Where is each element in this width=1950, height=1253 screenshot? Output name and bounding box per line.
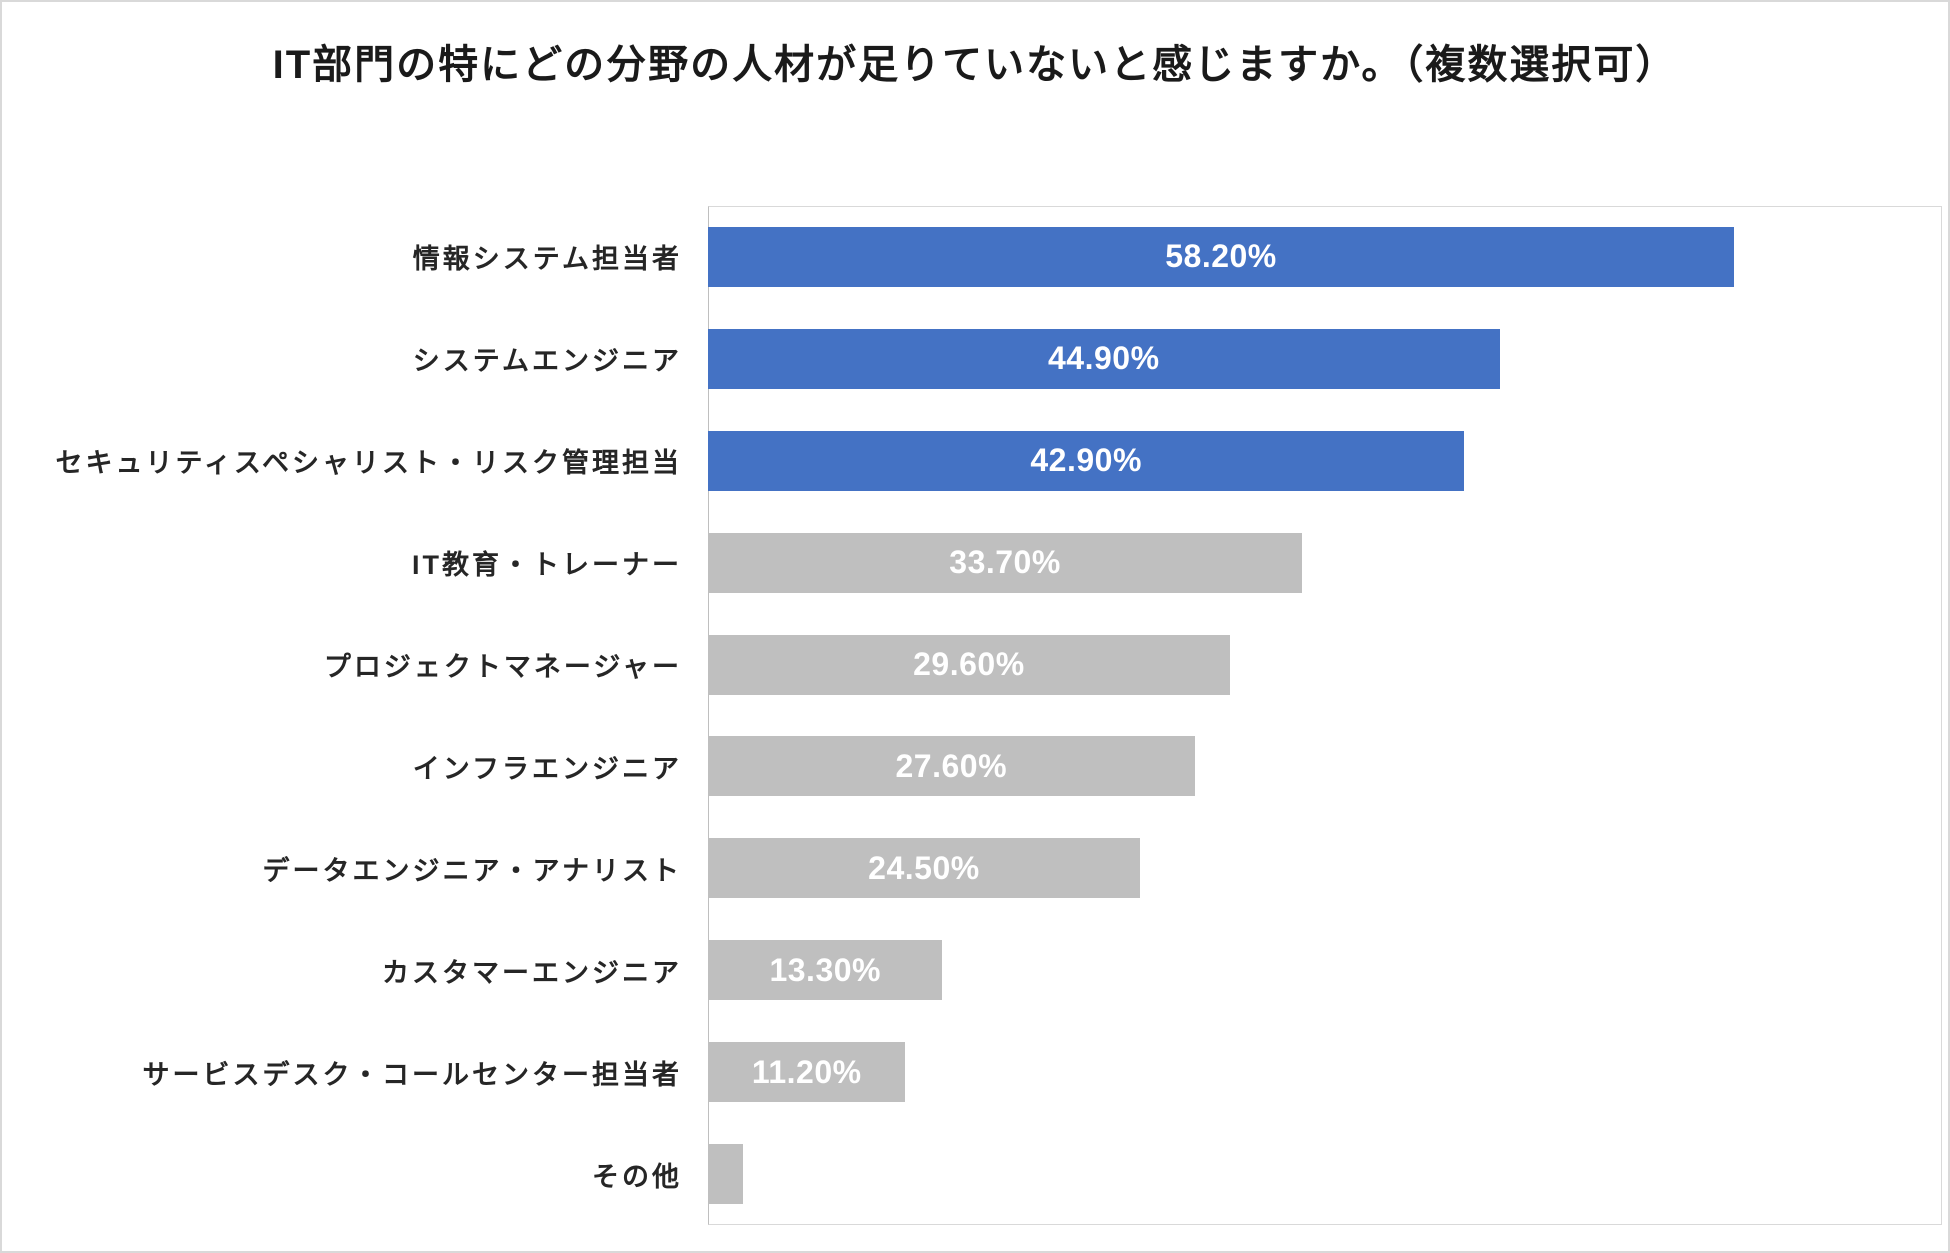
bar: 11.20% (708, 1042, 906, 1103)
category-label: システムエンジニア (412, 346, 682, 377)
value-label: 42.90% (1030, 442, 1142, 479)
bar-area: 13.30% (708, 919, 1942, 1021)
value-label: 29.60% (913, 646, 1025, 683)
value-label: 11.20% (751, 1053, 862, 1090)
bar-area: 58.20% (708, 206, 1942, 308)
bar: 58.20% (708, 226, 1734, 287)
category-label: カスタマーエンジニア (382, 957, 682, 988)
bar: 33.70% (708, 532, 1303, 593)
bar-area: 11.20% (708, 1021, 1942, 1123)
bar: 42.90% (708, 430, 1465, 491)
chart-rows: 情報システム担当者 58.20% システムエンジニア 44.90% セキュリティスペシャ… (2, 206, 1942, 1225)
category-label: プロジェクトマネージャー (323, 652, 682, 683)
category-label: インフラエンジニア (412, 753, 682, 784)
category-label: データエンジニア・アナリスト (262, 855, 682, 886)
chart-row: プロジェクトマネージャー 29.60% (2, 614, 1942, 716)
bar-area: 44.90% (708, 308, 1942, 410)
bar-area: 29.60% (708, 614, 1942, 716)
value-label: 27.60% (895, 747, 1008, 784)
bar-area: 27.60% (708, 716, 1942, 818)
value-label: 58.20% (1165, 238, 1277, 275)
value-label: 13.30% (769, 951, 881, 988)
bar: 24.50% (708, 838, 1140, 899)
bar-area: 33.70% (708, 512, 1942, 614)
bar: 27.60% (708, 736, 1195, 797)
chart-row: システムエンジニア 44.90% (2, 308, 1942, 410)
chart-title: IT部門の特にどの分野の人材が足りていないと感じますか。（複数選択可） (272, 43, 1678, 87)
chart-row: IT教育・トレーナー 33.70% (2, 512, 1942, 614)
category-label: IT教育・トレーナー (412, 550, 682, 581)
value-label: 44.90% (1047, 340, 1160, 377)
chart-row: インフラエンジニア 27.60% (2, 716, 1942, 818)
bar: 13.30% (708, 940, 943, 1001)
category-label: サービスデスク・コールセンター担当者 (142, 1059, 682, 1090)
chart-row: セキュリティスペシャリスト・リスク管理担当 42.90% (2, 410, 1942, 512)
chart-row: サービスデスク・コールセンター担当者 11.20% (2, 1021, 1942, 1123)
chart-row: 情報システム担当者 58.20% (2, 206, 1942, 308)
bar-area: 42.90% (708, 410, 1942, 512)
category-label: セキュリティスペシャリスト・リスク管理担当 (55, 448, 682, 479)
chart-row: データエンジニア・アナリスト 24.50% (2, 817, 1942, 919)
bar-chart: 情報システム担当者 58.20% システムエンジニア 44.90% セキュリティスペシャ… (2, 206, 1942, 1225)
category-label: 情報システム担当者 (412, 244, 682, 275)
chart-row: その他 (2, 1123, 1942, 1225)
value-label: 33.70% (949, 544, 1061, 581)
bar: 44.90% (708, 328, 1500, 389)
value-label: 24.50% (868, 849, 980, 886)
bar: 29.60% (708, 634, 1230, 695)
chart-row: カスタマーエンジニア 13.30% (2, 919, 1942, 1021)
bar (708, 1144, 744, 1205)
bar-area (708, 1123, 1942, 1225)
bar-area: 24.50% (708, 817, 1942, 919)
category-label: その他 (592, 1161, 682, 1192)
